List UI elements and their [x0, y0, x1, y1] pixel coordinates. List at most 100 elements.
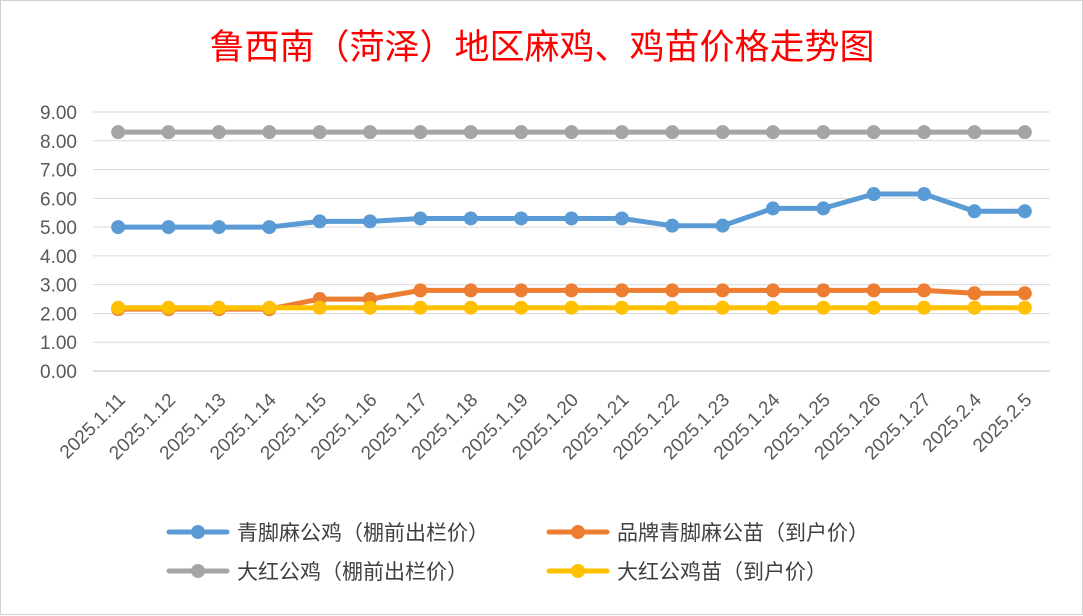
data-point	[363, 214, 378, 229]
data-point	[917, 300, 932, 315]
y-tick-label: 9.00	[40, 103, 77, 124]
data-point	[161, 300, 176, 315]
data-point	[665, 283, 680, 298]
data-point	[463, 125, 478, 140]
data-point	[765, 201, 780, 216]
data-point	[161, 125, 176, 140]
data-point	[665, 125, 680, 140]
legend-swatch-marker	[571, 564, 585, 578]
y-axis: 0.00 1.00 2.00 3.00 4.00 5.00 6.00 7.00 8.00 9.00	[40, 103, 77, 383]
data-point	[564, 211, 579, 226]
legend-label: 大红公鸡（棚前出栏价）	[237, 560, 468, 584]
data-point	[413, 211, 428, 226]
legend-label: 大红公鸡苗（到户价）	[617, 560, 827, 584]
data-point	[161, 220, 176, 235]
data-point	[765, 300, 780, 315]
data-point	[514, 125, 529, 140]
data-point	[514, 211, 529, 226]
legend-swatch-marker	[571, 525, 585, 539]
data-point	[312, 214, 327, 229]
y-tick-label: 5.00	[40, 218, 77, 239]
data-point	[917, 187, 932, 202]
data-point	[665, 218, 680, 233]
data-point	[262, 125, 277, 140]
y-tick-label: 0.00	[40, 362, 77, 383]
legend-swatch-marker	[191, 564, 205, 578]
data-point	[463, 300, 478, 315]
data-point	[866, 125, 881, 140]
data-point	[1017, 204, 1032, 219]
y-tick-label: 2.00	[40, 304, 77, 325]
data-point	[866, 283, 881, 298]
data-point	[614, 211, 629, 226]
data-point	[463, 283, 478, 298]
y-tick-label: 7.00	[40, 161, 77, 182]
data-point	[564, 125, 579, 140]
data-point	[363, 125, 378, 140]
legend-swatch-marker	[191, 525, 205, 539]
data-point	[1017, 286, 1032, 301]
series-4	[111, 300, 1032, 315]
legend-item: 青脚麻公鸡（棚前出栏价）	[166, 521, 489, 545]
data-point	[211, 125, 226, 140]
data-point	[413, 283, 428, 298]
data-point	[715, 218, 730, 233]
legend-item: 大红公鸡苗（到户价）	[546, 560, 827, 584]
series-layer	[111, 125, 1032, 317]
data-point	[514, 283, 529, 298]
series-1	[111, 187, 1032, 235]
y-tick-label: 3.00	[40, 276, 77, 297]
data-point	[111, 220, 126, 235]
data-point	[816, 300, 831, 315]
data-point	[262, 300, 277, 315]
data-point	[866, 300, 881, 315]
data-point	[211, 300, 226, 315]
data-point	[514, 300, 529, 315]
data-point	[967, 300, 982, 315]
chart-title: 鲁西南（菏泽）地区麻鸡、鸡苗价格走势图	[209, 28, 874, 68]
legend-item: 品牌青脚麻公苗（到户价）	[546, 521, 869, 545]
data-point	[816, 201, 831, 216]
data-point	[111, 125, 126, 140]
data-point	[614, 300, 629, 315]
data-point	[413, 125, 428, 140]
data-point	[967, 125, 982, 140]
data-point	[715, 125, 730, 140]
data-point	[715, 283, 730, 298]
data-point	[413, 300, 428, 315]
data-point	[967, 204, 982, 219]
data-point	[312, 300, 327, 315]
data-point	[564, 283, 579, 298]
data-point	[967, 286, 982, 301]
data-point	[765, 283, 780, 298]
data-point	[614, 283, 629, 298]
data-point	[614, 125, 629, 140]
data-point	[463, 211, 478, 226]
data-point	[765, 125, 780, 140]
legend: 青脚麻公鸡（棚前出栏价） 品牌青脚麻公苗（到户价） 大红公鸡（棚前出栏价） 大红公鸡苗…	[166, 521, 869, 584]
data-point	[262, 220, 277, 235]
legend-label: 品牌青脚麻公苗（到户价）	[617, 521, 869, 545]
y-tick-label: 4.00	[40, 247, 77, 268]
legend-label: 青脚麻公鸡（棚前出栏价）	[237, 521, 489, 545]
data-point	[211, 220, 226, 235]
data-point	[816, 125, 831, 140]
data-point	[1017, 125, 1032, 140]
data-point	[363, 300, 378, 315]
data-point	[917, 283, 932, 298]
y-tick-label: 8.00	[40, 132, 77, 153]
y-tick-label: 1.00	[40, 333, 77, 354]
data-point	[564, 300, 579, 315]
series-3	[111, 125, 1032, 140]
data-point	[917, 125, 932, 140]
legend-item: 大红公鸡（棚前出栏价）	[166, 560, 468, 584]
y-tick-label: 6.00	[40, 189, 77, 210]
data-point	[715, 300, 730, 315]
data-point	[816, 283, 831, 298]
data-point	[1017, 300, 1032, 315]
x-axis: 2025.1.112025.1.122025.1.132025.1.142025…	[56, 389, 1036, 464]
data-point	[665, 300, 680, 315]
gridlines	[93, 111, 1050, 372]
